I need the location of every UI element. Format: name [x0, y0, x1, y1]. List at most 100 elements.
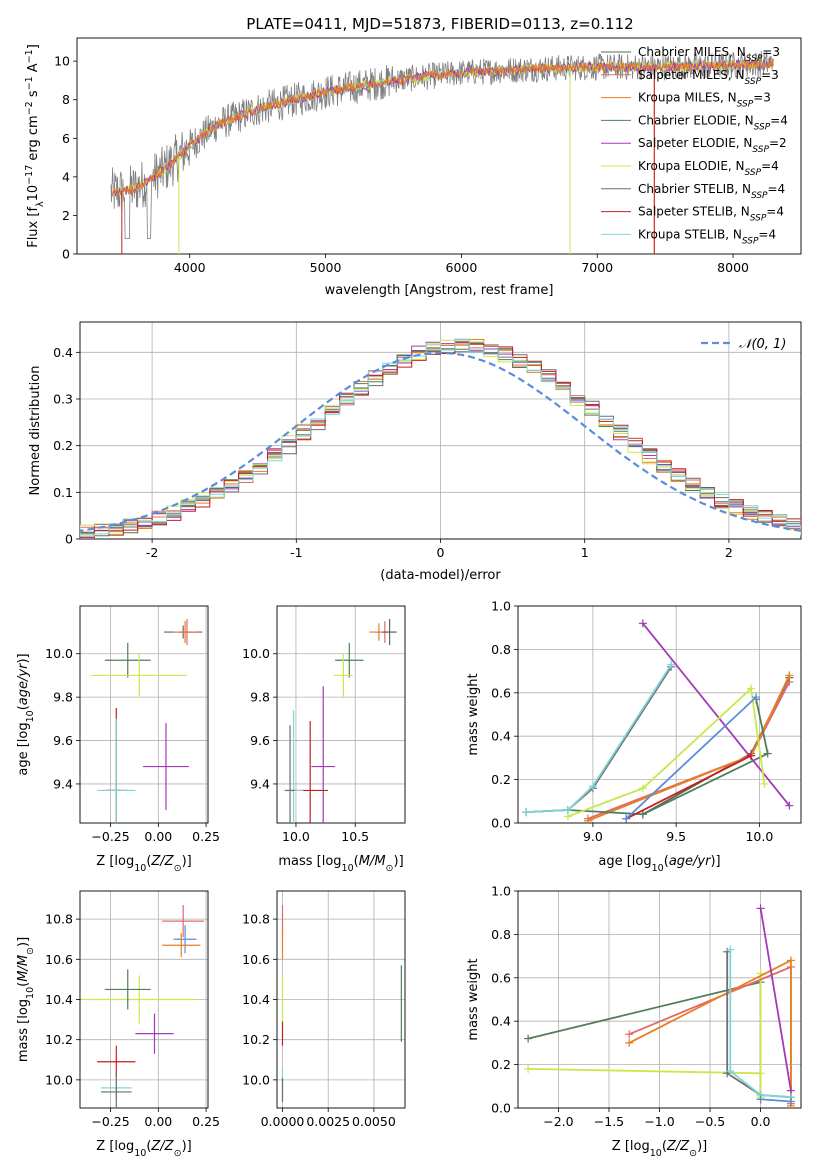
x-tick-label: 7000	[581, 260, 613, 275]
label-part: (	[16, 982, 31, 987]
y-tick-label: 10.4	[242, 992, 270, 1007]
y-tick-label: 1.0	[491, 884, 511, 899]
legend-suffix: =2	[769, 136, 787, 150]
y-tick-label: 2	[62, 208, 70, 223]
label-part: −17	[24, 165, 35, 185]
x-tick-label: −0.25	[91, 829, 129, 844]
axes-frame	[276, 890, 406, 1109]
label-part: ]	[26, 44, 41, 49]
x-tick-label: 4000	[174, 260, 206, 275]
weight-line-chabrier_stelib	[526, 666, 672, 813]
x-tick-label: 0.25	[192, 829, 220, 844]
legend-sub: SSP	[742, 236, 759, 246]
label-part: −1	[24, 49, 35, 63]
legend-entry: Chabrier ELODIE, NSSP=4	[638, 113, 788, 132]
label-part: A	[26, 63, 41, 76]
y-tick-label: 10.2	[242, 1032, 270, 1047]
label-part: (	[16, 705, 31, 710]
y-axis-label: mass [log10(M/M⊙)]	[16, 937, 36, 1062]
legend-sub: SSP	[745, 77, 762, 87]
y-tick-label: 9.8	[53, 690, 73, 705]
x-tick-label: 9.0	[583, 829, 603, 844]
axes-frame	[79, 605, 209, 824]
label-part: age [log	[598, 854, 651, 869]
label-part: )]	[182, 1139, 192, 1154]
label-part: age [log	[16, 722, 31, 775]
label-part: ⊙	[386, 863, 394, 874]
y-tick-label: 10	[54, 54, 70, 69]
label-part: 10	[134, 1148, 146, 1159]
weight_vs_z-panel: −2.0 −1.5 −1.0 −0.5 0.0 0.0 0.2 0.4 0.6 0.8 1.0 Z […	[466, 884, 802, 1159]
legend-sub: SSP	[752, 145, 769, 155]
legend-entry: Salpeter STELIB, NSSP=4	[638, 205, 784, 224]
y-tick-label: 9.4	[53, 776, 73, 791]
age_vs_mass-panel: 10.0 10.5 9.4 9.6 9.8 10.0 mass [log10(M/M⊙)]	[242, 605, 406, 874]
axes-frame	[276, 605, 406, 824]
y-tick-label: 0.2	[491, 1057, 511, 1072]
x-tick-label: -1	[290, 545, 302, 560]
label-part: s	[26, 90, 41, 101]
y-tick-label: 0	[62, 247, 70, 262]
legend-entry: Chabrier STELIB, NSSP=4	[638, 182, 785, 201]
errorbars	[91, 619, 203, 823]
legend-entry: Salpeter ELODIE, NSSP=2	[638, 136, 787, 155]
y-axis-label: Normed distribution	[28, 366, 43, 496]
legend-text: Chabrier MILES, N	[638, 45, 746, 59]
weight-line-salpeter_elodie	[759, 908, 792, 1091]
label-part: 10	[134, 863, 146, 874]
model-line-kroupa_miles	[111, 57, 774, 197]
x-tick-label: 10.5	[341, 829, 369, 844]
y-tick-label: 0.1	[53, 485, 73, 500]
label-part: Z/Z	[150, 854, 174, 869]
axes-frame	[76, 37, 802, 255]
label-part: 10	[25, 987, 36, 999]
x-tick-label: −1.0	[644, 1114, 674, 1129]
label-part: (	[146, 854, 151, 869]
x-tick-label: 0.0050	[352, 1114, 396, 1129]
label-part: (	[662, 1139, 667, 1154]
legend-sub: SSP	[750, 214, 767, 224]
x-tick-label: 0.0000	[261, 1114, 305, 1129]
y-tick-label: 10.4	[45, 992, 73, 1007]
weight-line-kroupa_elodie	[528, 973, 762, 1098]
y-tick-label: 0.4	[53, 345, 73, 360]
legend-entry: Kroupa ELODIE, NSSP=4	[638, 159, 779, 178]
label-part: age/yr	[669, 854, 712, 869]
label-part: f	[26, 207, 41, 212]
errorbars	[281, 905, 402, 1102]
legend-text: Salpeter STELIB, N	[638, 205, 750, 219]
x-tick-label: 0.0	[751, 1114, 771, 1129]
y-tick-label: 10.8	[242, 912, 270, 927]
x-tick-label: 0.00	[144, 1114, 172, 1129]
weight-lines	[524, 904, 795, 1108]
weight-line-chabrier_miles	[642, 677, 791, 816]
label-part: 10	[342, 863, 354, 874]
legend-text: Chabrier ELODIE, N	[638, 113, 754, 127]
x-tick-label: 0	[437, 545, 445, 560]
x-tick-label: 0.0025	[306, 1114, 350, 1129]
residuals-panel: -2 -1 0 1 2 0 0.1 0.2 0.3 0.4 𝒩(0, 1) (data-model)/…	[28, 321, 802, 583]
legend-suffix: =4	[768, 182, 786, 196]
label-part: M/M	[359, 854, 386, 869]
x-tick-label: −1.5	[594, 1114, 624, 1129]
label-part: ⊙	[174, 1148, 182, 1159]
x-tick-label: 5000	[310, 260, 342, 275]
residual-lines	[80, 338, 801, 539]
legend-entry: Kroupa STELIB, NSSP=4	[638, 227, 776, 246]
legend-text: Kroupa STELIB, N	[638, 227, 742, 241]
legend-text: Salpeter ELODIE, N	[638, 136, 752, 150]
spectrum-panel: 4000 5000 6000 7000 8000 0 2 4 6 8 10 wavelength [A…	[24, 37, 802, 298]
x-tick-label: 2	[725, 545, 733, 560]
label-part: (	[354, 854, 359, 869]
legend-sub: SSP	[746, 54, 763, 64]
x-tick-label: 10.0	[282, 829, 310, 844]
weight-line-salpeter_elodie	[642, 622, 791, 807]
label-part: Z [log	[96, 854, 134, 869]
weight-line-chabrier_elodie	[527, 980, 762, 1100]
label-part: ⊙	[689, 1148, 697, 1159]
y-tick-label: 0.6	[491, 685, 511, 700]
x-tick-label: −0.25	[91, 1114, 129, 1129]
label-part: 10	[652, 863, 664, 874]
weight-line-kroupa_elodie	[567, 686, 766, 818]
axes-frame	[79, 890, 209, 1109]
